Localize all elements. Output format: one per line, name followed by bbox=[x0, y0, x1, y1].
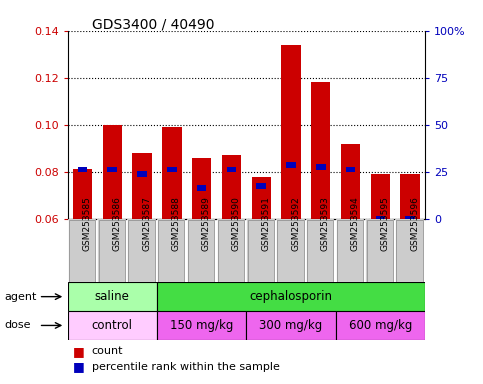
Bar bbox=[375, 216, 385, 222]
Text: ■: ■ bbox=[72, 360, 84, 373]
Bar bbox=[281, 45, 301, 219]
Bar bbox=[216, 219, 244, 282]
Text: GSM253591: GSM253591 bbox=[261, 197, 270, 252]
Text: 150 mg/kg: 150 mg/kg bbox=[170, 319, 233, 332]
Text: count: count bbox=[92, 346, 123, 356]
Bar bbox=[68, 311, 157, 340]
FancyBboxPatch shape bbox=[367, 220, 393, 281]
Bar bbox=[276, 219, 303, 282]
FancyBboxPatch shape bbox=[99, 220, 125, 281]
Text: GSM253596: GSM253596 bbox=[410, 197, 419, 252]
FancyBboxPatch shape bbox=[188, 220, 214, 281]
Bar bbox=[167, 167, 177, 172]
Bar bbox=[252, 177, 271, 219]
Text: GDS3400 / 40490: GDS3400 / 40490 bbox=[92, 17, 214, 31]
Bar bbox=[395, 219, 423, 282]
Bar bbox=[73, 169, 92, 219]
Bar bbox=[68, 219, 95, 282]
FancyBboxPatch shape bbox=[337, 220, 363, 281]
Bar bbox=[341, 144, 360, 219]
FancyBboxPatch shape bbox=[158, 220, 185, 281]
Text: ■: ■ bbox=[72, 345, 84, 358]
FancyBboxPatch shape bbox=[69, 220, 95, 281]
Bar bbox=[137, 171, 147, 177]
FancyBboxPatch shape bbox=[307, 220, 333, 281]
Text: GSM253592: GSM253592 bbox=[291, 197, 300, 251]
Bar bbox=[306, 219, 333, 282]
Text: agent: agent bbox=[5, 291, 37, 302]
Bar bbox=[227, 167, 236, 172]
Bar bbox=[336, 219, 363, 282]
Bar bbox=[256, 183, 266, 189]
Bar bbox=[98, 219, 125, 282]
Text: GSM253587: GSM253587 bbox=[142, 197, 151, 252]
Text: saline: saline bbox=[95, 290, 130, 303]
Bar bbox=[346, 167, 355, 172]
Text: dose: dose bbox=[5, 320, 31, 331]
Bar bbox=[370, 174, 390, 219]
Text: cephalosporin: cephalosporin bbox=[250, 290, 332, 303]
Bar bbox=[157, 282, 425, 311]
FancyBboxPatch shape bbox=[247, 220, 274, 281]
Text: GSM253586: GSM253586 bbox=[113, 197, 121, 252]
Bar bbox=[157, 219, 185, 282]
FancyBboxPatch shape bbox=[397, 220, 423, 281]
Bar bbox=[336, 311, 425, 340]
Bar bbox=[127, 219, 155, 282]
Bar bbox=[286, 162, 296, 168]
Bar bbox=[400, 174, 420, 219]
Bar bbox=[366, 219, 393, 282]
Text: GSM253588: GSM253588 bbox=[172, 197, 181, 252]
Bar bbox=[68, 282, 157, 311]
Text: GSM253593: GSM253593 bbox=[321, 197, 330, 252]
Text: GSM253590: GSM253590 bbox=[231, 197, 241, 252]
Text: GSM253595: GSM253595 bbox=[381, 197, 389, 252]
Bar bbox=[162, 127, 182, 219]
Text: 600 mg/kg: 600 mg/kg bbox=[349, 319, 412, 332]
Bar bbox=[405, 216, 415, 222]
Bar bbox=[246, 311, 336, 340]
Bar bbox=[192, 158, 212, 219]
Bar bbox=[78, 167, 87, 172]
Text: 300 mg/kg: 300 mg/kg bbox=[259, 319, 323, 332]
Bar bbox=[316, 164, 326, 170]
FancyBboxPatch shape bbox=[277, 220, 303, 281]
Bar bbox=[246, 219, 274, 282]
Bar bbox=[222, 156, 241, 219]
Bar bbox=[132, 153, 152, 219]
Text: GSM253589: GSM253589 bbox=[202, 197, 211, 252]
Bar bbox=[311, 83, 330, 219]
Text: GSM253585: GSM253585 bbox=[83, 197, 91, 252]
FancyBboxPatch shape bbox=[218, 220, 244, 281]
FancyBboxPatch shape bbox=[128, 220, 155, 281]
Bar bbox=[197, 185, 207, 191]
Bar bbox=[102, 125, 122, 219]
Bar bbox=[187, 219, 214, 282]
Bar bbox=[107, 167, 117, 172]
Text: control: control bbox=[92, 319, 133, 332]
Text: GSM253594: GSM253594 bbox=[351, 197, 359, 251]
Bar bbox=[157, 311, 246, 340]
Text: percentile rank within the sample: percentile rank within the sample bbox=[92, 362, 280, 372]
